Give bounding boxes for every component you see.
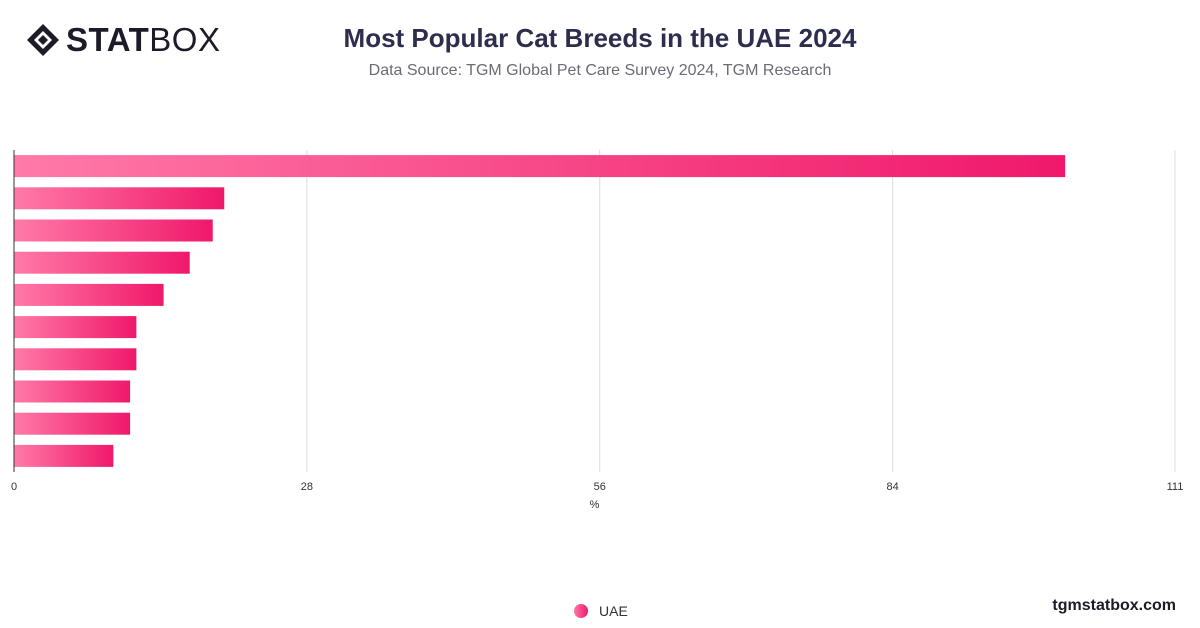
bar [14, 283, 164, 306]
diamond-logo-icon [27, 24, 59, 56]
bar [14, 187, 225, 210]
x-axis: 0 28 56 84 111% [11, 150, 1183, 511]
x-tick-label: 111 [1167, 481, 1184, 493]
logo-bold-text: STAT [66, 21, 150, 58]
bar [14, 412, 131, 435]
x-tick-label: 84 [886, 481, 898, 493]
bar [14, 251, 190, 274]
statbox-logo: STATBOX [26, 22, 220, 58]
grid-lines [306, 150, 1176, 472]
bar [14, 316, 137, 339]
logo-wordmark: STATBOX [66, 22, 220, 58]
x-tick-label: 56 [594, 481, 606, 493]
bar [14, 155, 1066, 178]
bars [14, 155, 1066, 467]
bar [14, 444, 114, 467]
website-link[interactable]: tgmstatbox.com [1052, 597, 1176, 614]
legend[interactable]: UAE [574, 601, 628, 621]
bar [14, 380, 131, 403]
x-tick-label: 28 [301, 481, 313, 493]
chart-subtitle: Data Source: TGM Global Pet Care Survey … [368, 62, 832, 79]
logo-light-text: BOX [149, 21, 221, 58]
bar [14, 219, 213, 242]
bar [14, 348, 137, 371]
legend-label: UAE [599, 603, 628, 619]
x-tick-label: 0 [11, 481, 17, 493]
legend-swatch-icon [574, 604, 588, 618]
chart-title: Most Popular Cat Breeds in the UAE 2024 [343, 23, 857, 53]
x-axis-label: % [590, 499, 600, 511]
